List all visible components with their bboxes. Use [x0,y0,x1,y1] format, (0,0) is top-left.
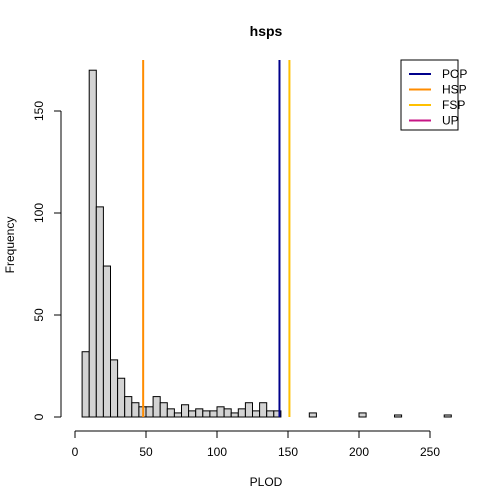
x-tick-label: 100 [207,445,227,459]
histogram-bar [152,396,161,418]
histogram-bar [166,408,175,418]
histogram-bar [117,377,126,418]
histogram-bar [88,69,97,418]
chart-title: hsps [250,23,283,39]
histogram-bar [145,406,154,418]
histogram-bar [81,351,90,418]
histogram-bar [244,402,253,418]
x-tick-label: 0 [72,445,79,459]
histogram-bar [95,206,104,418]
histogram-bar [230,412,239,418]
histogram-bar [358,412,367,418]
y-axis: 0 50 100 150 [32,101,62,420]
histogram-bar [259,402,268,418]
histogram-bar [216,406,225,418]
y-tick-label: 150 [32,101,46,121]
histogram-bar [124,396,133,418]
histogram-bar [202,410,211,418]
histogram-bar [181,404,190,418]
histogram-bar [159,402,168,418]
histogram-bar [110,359,119,418]
histogram-bar [308,412,317,418]
histogram-bar [237,408,246,418]
histogram-bar [188,410,197,418]
y-axis-label: Frequency [3,217,17,274]
x-tick-label: 250 [420,445,440,459]
x-axis-label: PLOD [250,475,283,489]
legend-label: POP [442,67,467,81]
histogram-bar [102,265,112,418]
histogram-bar [266,410,275,418]
x-tick-label: 50 [139,445,153,459]
histogram-bar [252,410,261,418]
histogram-bar [443,414,452,418]
legend-box [400,59,459,131]
x-tick-label: 150 [278,445,298,459]
x-axis: 0 50 100 150 200 250 [72,430,440,459]
vertical-lines-group [142,60,291,417]
y-tick-label: 0 [32,413,46,420]
histogram-bar [131,402,140,418]
bars-group [81,69,452,418]
histogram-bar [173,412,182,418]
histogram-bar [273,410,282,418]
x-tick-label: 200 [349,445,369,459]
histogram-bar [209,410,218,418]
legend-label: UP [442,114,459,128]
y-tick-label: 50 [32,308,46,322]
histogram-bar [223,408,232,418]
y-tick-label: 100 [32,203,46,223]
histogram-bar [394,414,403,418]
histogram-bar [195,408,204,418]
legend-label: FSP [442,98,465,112]
legend-label: HSP [442,83,467,97]
